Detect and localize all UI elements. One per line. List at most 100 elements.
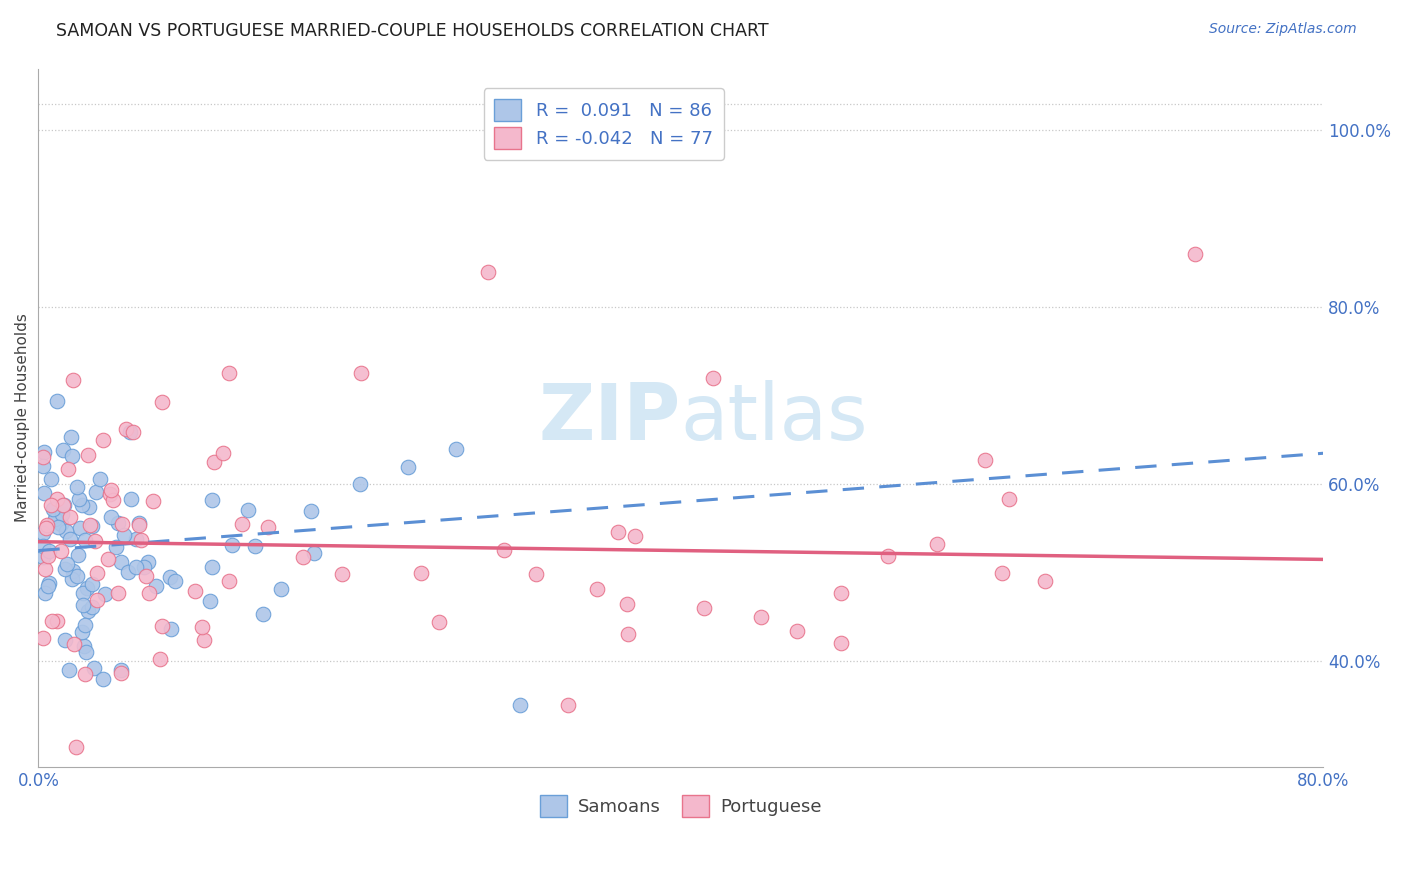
Point xyxy=(218,574,240,588)
Point xyxy=(59,510,82,524)
Point xyxy=(73,667,96,681)
Point xyxy=(55,557,77,571)
Point xyxy=(53,498,76,512)
Point xyxy=(66,479,89,493)
Point xyxy=(32,539,55,553)
Y-axis label: Married-couple Households: Married-couple Households xyxy=(15,313,30,523)
Point xyxy=(149,651,172,665)
Point xyxy=(60,449,83,463)
Point xyxy=(202,455,225,469)
Point xyxy=(53,562,76,576)
Point xyxy=(51,544,73,558)
Point xyxy=(396,459,419,474)
Point xyxy=(191,620,214,634)
Point xyxy=(76,448,98,462)
Point xyxy=(32,458,55,473)
Point xyxy=(152,395,174,409)
Point xyxy=(110,666,132,681)
Point xyxy=(107,516,129,530)
Point xyxy=(427,615,450,630)
Point xyxy=(80,600,103,615)
Point xyxy=(1184,247,1206,261)
Point xyxy=(103,493,125,508)
Point xyxy=(77,604,100,618)
Point xyxy=(110,663,132,677)
Point xyxy=(145,579,167,593)
Point xyxy=(32,485,55,500)
Point xyxy=(55,524,77,538)
Point xyxy=(49,516,72,531)
Point xyxy=(91,672,114,686)
Point xyxy=(80,518,103,533)
Point xyxy=(70,625,93,640)
Point xyxy=(70,499,93,513)
Point xyxy=(72,598,94,612)
Point xyxy=(34,561,56,575)
Point xyxy=(117,566,139,580)
Point xyxy=(624,529,647,543)
Point xyxy=(79,518,101,533)
Point xyxy=(991,566,1014,580)
Point xyxy=(41,614,63,628)
Point xyxy=(302,546,325,560)
Point xyxy=(32,549,55,564)
Point xyxy=(73,617,96,632)
Point xyxy=(112,527,135,541)
Point xyxy=(231,517,253,532)
Point xyxy=(35,520,58,534)
Point xyxy=(65,740,87,755)
Point xyxy=(257,519,280,533)
Point xyxy=(97,552,120,566)
Point xyxy=(877,549,900,563)
Point xyxy=(218,366,240,380)
Point xyxy=(557,698,579,713)
Point xyxy=(243,540,266,554)
Point xyxy=(107,586,129,600)
Point xyxy=(128,516,150,530)
Point xyxy=(444,442,467,456)
Point xyxy=(120,425,142,440)
Point xyxy=(93,587,115,601)
Point xyxy=(198,594,221,608)
Point xyxy=(236,503,259,517)
Point xyxy=(91,433,114,447)
Point xyxy=(100,509,122,524)
Point xyxy=(66,549,89,563)
Point xyxy=(477,265,499,279)
Point xyxy=(163,574,186,589)
Legend: Samoans, Portuguese: Samoans, Portuguese xyxy=(533,789,830,824)
Point xyxy=(84,533,107,548)
Point xyxy=(32,445,55,459)
Point xyxy=(749,610,772,624)
Point xyxy=(45,508,67,522)
Point xyxy=(56,461,79,475)
Point xyxy=(125,559,148,574)
Point xyxy=(32,450,55,464)
Point xyxy=(75,533,97,547)
Point xyxy=(77,500,100,514)
Point xyxy=(138,586,160,600)
Point xyxy=(830,586,852,600)
Point xyxy=(150,619,173,633)
Point xyxy=(52,498,75,512)
Point xyxy=(51,507,73,521)
Point xyxy=(86,592,108,607)
Point xyxy=(37,518,59,533)
Point xyxy=(128,517,150,532)
Point xyxy=(606,525,628,540)
Point xyxy=(925,537,948,551)
Point xyxy=(38,576,60,591)
Point xyxy=(67,491,90,506)
Point xyxy=(349,477,371,491)
Point xyxy=(299,504,322,518)
Point xyxy=(60,430,83,444)
Point xyxy=(34,586,56,600)
Point xyxy=(201,493,224,508)
Point xyxy=(66,569,89,583)
Point xyxy=(46,614,69,628)
Point xyxy=(974,452,997,467)
Text: Source: ZipAtlas.com: Source: ZipAtlas.com xyxy=(1209,22,1357,37)
Point xyxy=(350,366,373,380)
Point xyxy=(41,502,63,516)
Point xyxy=(86,566,108,581)
